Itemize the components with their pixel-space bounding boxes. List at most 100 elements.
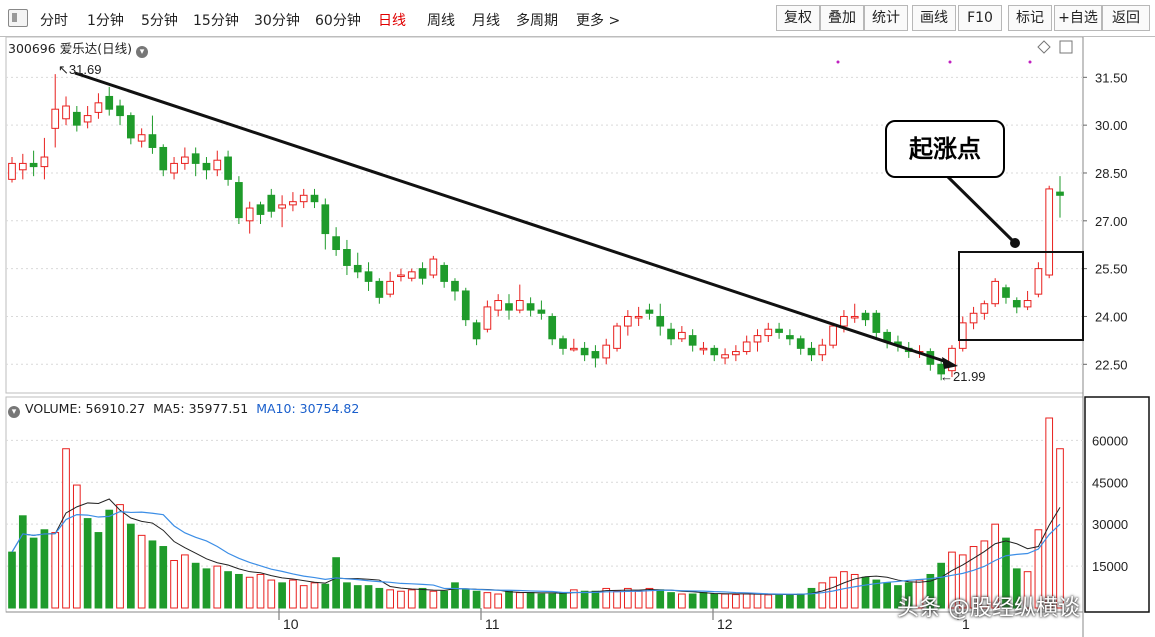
x-axis-label: 1 [962,616,970,632]
candle-body [191,153,200,164]
toolbar-button-4[interactable]: F10 [958,5,1002,31]
tab-period-2[interactable]: 5分钟 [141,13,178,29]
toolbar-button-3[interactable]: 画线 [912,5,956,31]
candle-body [688,335,697,346]
toolbar-button-2[interactable]: 统计 [864,5,908,31]
volume-bar [883,582,891,609]
volume-bar [850,573,859,609]
toolbar-button-1[interactable]: 叠加 [820,5,864,31]
volume-bar [505,590,513,609]
candle-body [980,303,989,314]
volume-bar [256,573,265,609]
candle-body [375,280,384,298]
candle-body [483,306,492,330]
volume-bar [1002,537,1010,609]
toolbar-button-5[interactable]: 标记 [1008,5,1052,31]
volume-bar [397,590,405,609]
volume-bar [451,582,459,609]
candle-body [634,315,643,319]
candle-body [515,300,524,311]
volume-bar [105,509,114,609]
volume-bar [418,587,427,609]
candle-body [181,156,189,164]
volume-bar [591,590,600,609]
volume-bar [289,579,297,609]
toolbar-button-0[interactable]: 复权 [776,5,820,31]
candle-body [353,264,362,273]
candle-body [245,207,254,222]
dropdown-icon[interactable]: ▾ [8,406,20,418]
candle-body [548,315,557,340]
volume-bar [958,554,967,609]
dropdown-icon[interactable]: ▾ [135,46,148,58]
tab-period-1[interactable]: 1分钟 [87,13,124,29]
tab-period-6[interactable]: 日线 [378,13,406,29]
candle-body [8,162,16,180]
tab-period-3[interactable]: 15分钟 [193,13,239,29]
candle-body [526,303,535,311]
volume-bar [872,579,881,609]
tab-period-4[interactable]: 30分钟 [254,13,300,29]
volume-bar [321,583,330,609]
volume-bar [634,590,643,609]
candle-body [850,315,859,319]
candle-body [267,194,276,212]
tab-period-8[interactable]: 月线 [472,13,500,29]
volume-bar [764,594,773,609]
volume-bar [861,576,870,609]
candle-body [310,194,319,203]
tab-period-9[interactable]: 多周期 [516,13,558,29]
tab-period-5[interactable]: 60分钟 [315,13,361,29]
candle-body [948,347,956,372]
volume-bar [991,523,1000,609]
volume-tick-label: 60000 [1092,433,1128,448]
tab-period-10[interactable]: 更多 > [576,13,621,29]
volume-bar [461,589,470,609]
volume-bar [894,585,902,609]
volume-value: VOLUME: 56910.27 [25,401,146,416]
volume-bar [829,576,837,609]
candle-body [861,312,870,321]
volume-bar [699,592,708,609]
candle-body [807,347,816,356]
candle-body [429,258,438,276]
candle-body [62,105,70,120]
candle-body [116,105,124,117]
volume-bar [904,582,913,609]
tab-period-0[interactable]: 分时 [40,13,68,29]
candle-body [364,271,373,282]
panel-toggle-icon[interactable] [8,9,28,27]
candle-body [721,354,729,359]
high-price-label: ↖31.69 [58,62,101,77]
volume-bar [310,582,319,609]
panel-icon [1059,40,1073,54]
volume-bar [969,546,978,609]
price-tick-label: 22.50 [1095,357,1128,372]
trend-arrowhead [942,357,958,369]
volume-bar [980,540,989,609]
candle-body [126,115,135,139]
volume-bar [494,593,503,609]
price-tick-label: 31.50 [1095,70,1128,85]
signal-dot [836,60,840,64]
volume-bar [407,589,416,609]
candle-body [472,322,481,340]
volume-bar [742,593,751,609]
candle-body [969,312,978,324]
candle-body [18,162,27,171]
toolbar-button-7[interactable]: 返回 [1102,5,1150,31]
volume-bar [732,594,740,609]
toolbar-button-6[interactable]: +自选 [1054,5,1102,31]
volume-bar [8,551,16,609]
tab-period-7[interactable]: 周线 [427,13,455,29]
candle-body [623,315,632,327]
volume-bar [137,534,146,609]
candle-body [1023,300,1032,308]
volume-bar [224,571,232,609]
volume-bar [94,532,103,609]
candle-body [786,335,794,340]
candle-body [83,115,92,123]
volume-bar [440,590,449,609]
volume-bar [948,551,956,609]
